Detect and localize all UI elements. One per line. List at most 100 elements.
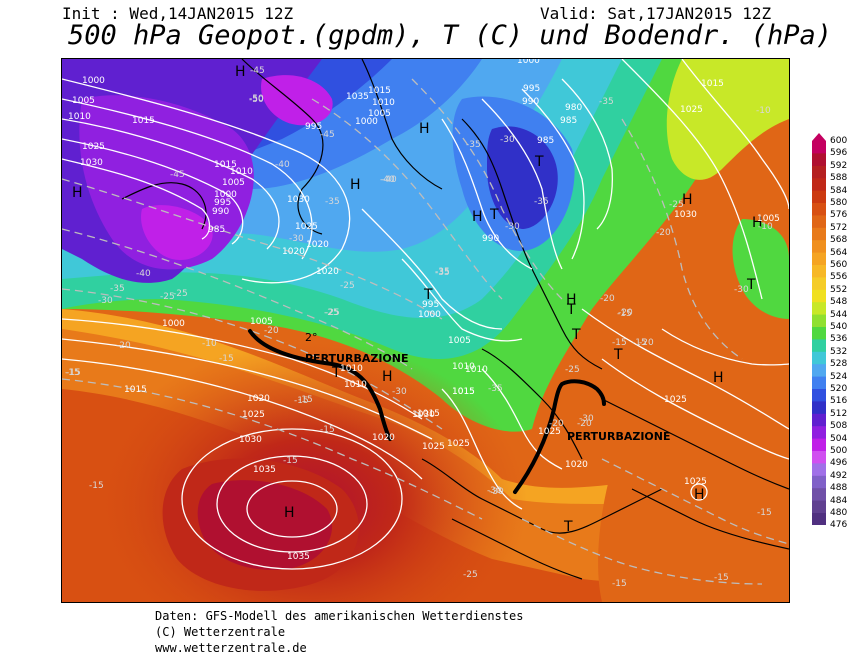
isobar-label: 1005 [250, 317, 273, 327]
isobar-label: 1035 [346, 92, 369, 102]
isobar-label: 1010 [344, 380, 367, 390]
scale-swatch [812, 227, 826, 241]
low-center-t: T [566, 302, 576, 318]
high-center-h: H [694, 487, 705, 503]
temp-label: -15 [65, 368, 80, 378]
map-canvas: H H H H H H H H H H H H T T T T T T T T … [62, 59, 789, 602]
scale-label: 580 [830, 198, 848, 208]
scale-swatch [812, 265, 826, 278]
low-center-t: T [746, 277, 756, 293]
temp-label: -25 [173, 289, 188, 299]
isobar-label: 1020 [247, 394, 270, 404]
isobar-label: 1000 [418, 310, 441, 320]
temp-label: -15 [66, 368, 81, 378]
temperature-field [62, 59, 789, 602]
note-degree: 2° [305, 331, 318, 344]
scale-swatch [812, 178, 826, 192]
scale-swatch [812, 401, 826, 415]
scale-swatch [812, 277, 826, 291]
isobar-label: 1025 [295, 222, 318, 232]
isobar-label: 995 [422, 300, 439, 310]
temp-label: -15 [298, 395, 313, 405]
temp-label: -10 [202, 339, 217, 349]
temp-label: -20 [656, 228, 671, 238]
temp-label: -45 [250, 66, 265, 76]
isobar-label: 1025 [82, 142, 105, 152]
scale-label: 548 [830, 297, 848, 308]
color-scale [812, 133, 826, 525]
temp-label: -40 [275, 160, 290, 170]
isobar-label: 995 [214, 198, 231, 208]
scale-swatch [812, 463, 826, 477]
scale-swatch [812, 314, 826, 328]
isobar-label: 980 [565, 103, 582, 113]
scale-swatch [812, 351, 826, 365]
footer-url: www.wetterzentrale.de [155, 641, 307, 655]
isobar-label: 1015 [452, 387, 475, 397]
temp-label: -15 [714, 573, 729, 583]
temp-label: -15 [89, 481, 104, 491]
isobar-label: 1005 [448, 336, 471, 346]
scale-swatch [812, 302, 826, 316]
scale-label: 532 [830, 346, 848, 357]
isobar-label: 1025 [664, 395, 687, 405]
scale-label: 568 [830, 235, 848, 246]
isobar-label: 1030 [239, 435, 262, 445]
isobar-label: 1010 [68, 112, 91, 122]
map-title: 500 hPa Geopot.(gpdm), T (C) und Bodendr… [68, 20, 833, 51]
temp-label: -45 [170, 170, 185, 180]
scale-label: 488 [830, 483, 848, 494]
scale-label: 556 [830, 272, 848, 283]
isobar-label: 985 [208, 225, 225, 235]
isobar-label: 985 [537, 136, 554, 146]
weather-map: H H H H H H H H H H H H T T T T T T T T … [61, 58, 790, 603]
temp-label: -25 [325, 308, 340, 318]
high-center-h: H [350, 177, 361, 193]
isobar-label: 1025 [447, 439, 470, 449]
scale-swatch [812, 513, 826, 525]
isobar-label: 1025 [538, 427, 561, 437]
isotherms [62, 78, 789, 585]
high-center-h: H [284, 505, 295, 521]
isobar-label: 985 [560, 116, 577, 126]
temp-label: -50 [249, 95, 264, 105]
scale-swatch [812, 376, 826, 390]
scale-swatch [812, 389, 826, 402]
scale-swatch [812, 451, 826, 464]
scale-label: 520 [830, 384, 848, 394]
isobar-label: 1020 [306, 240, 329, 250]
high-center-h: H [682, 192, 693, 208]
scale-swatch [812, 339, 826, 353]
temp-label: -35 [599, 97, 614, 107]
low-center-t: T [613, 347, 623, 363]
temp-label: -15 [219, 354, 234, 364]
isobar-label: 1010 [452, 362, 475, 372]
scale-label: 544 [830, 309, 848, 320]
isobar-label: 1015 [132, 116, 155, 126]
low-center-t: T [331, 365, 341, 381]
scale-swatch [812, 500, 826, 514]
scale-label: 528 [830, 359, 848, 370]
scale-swatch [812, 165, 826, 179]
scale-label: 524 [830, 371, 848, 382]
isobar-label: 1030 [674, 210, 697, 220]
pressure-centers: H H H H H H H H H H H H T T T T T T T T … [72, 64, 763, 535]
temp-label: -30 [489, 487, 504, 497]
scale-swatch [812, 252, 826, 266]
temp-label: -30 [579, 414, 594, 424]
temp-label: -35 [325, 197, 340, 207]
temp-label: -15 [320, 425, 335, 435]
temp-label: -25 [669, 200, 684, 210]
temp-label: -40 [382, 175, 397, 185]
front-west [248, 329, 392, 441]
temp-label: -40 [136, 269, 151, 279]
temp-label: -20 [639, 338, 654, 348]
isobar-label: 1000 [162, 319, 185, 329]
temp-label: -35 [435, 268, 450, 278]
isobar-label: 990 [482, 234, 499, 244]
temp-label: -10 [756, 106, 771, 116]
temp-label: -30 [505, 222, 520, 232]
temp-label: -30 [98, 296, 113, 306]
front-label-west: PERTURBAZIONE [305, 352, 409, 365]
scale-label: 496 [830, 458, 848, 469]
